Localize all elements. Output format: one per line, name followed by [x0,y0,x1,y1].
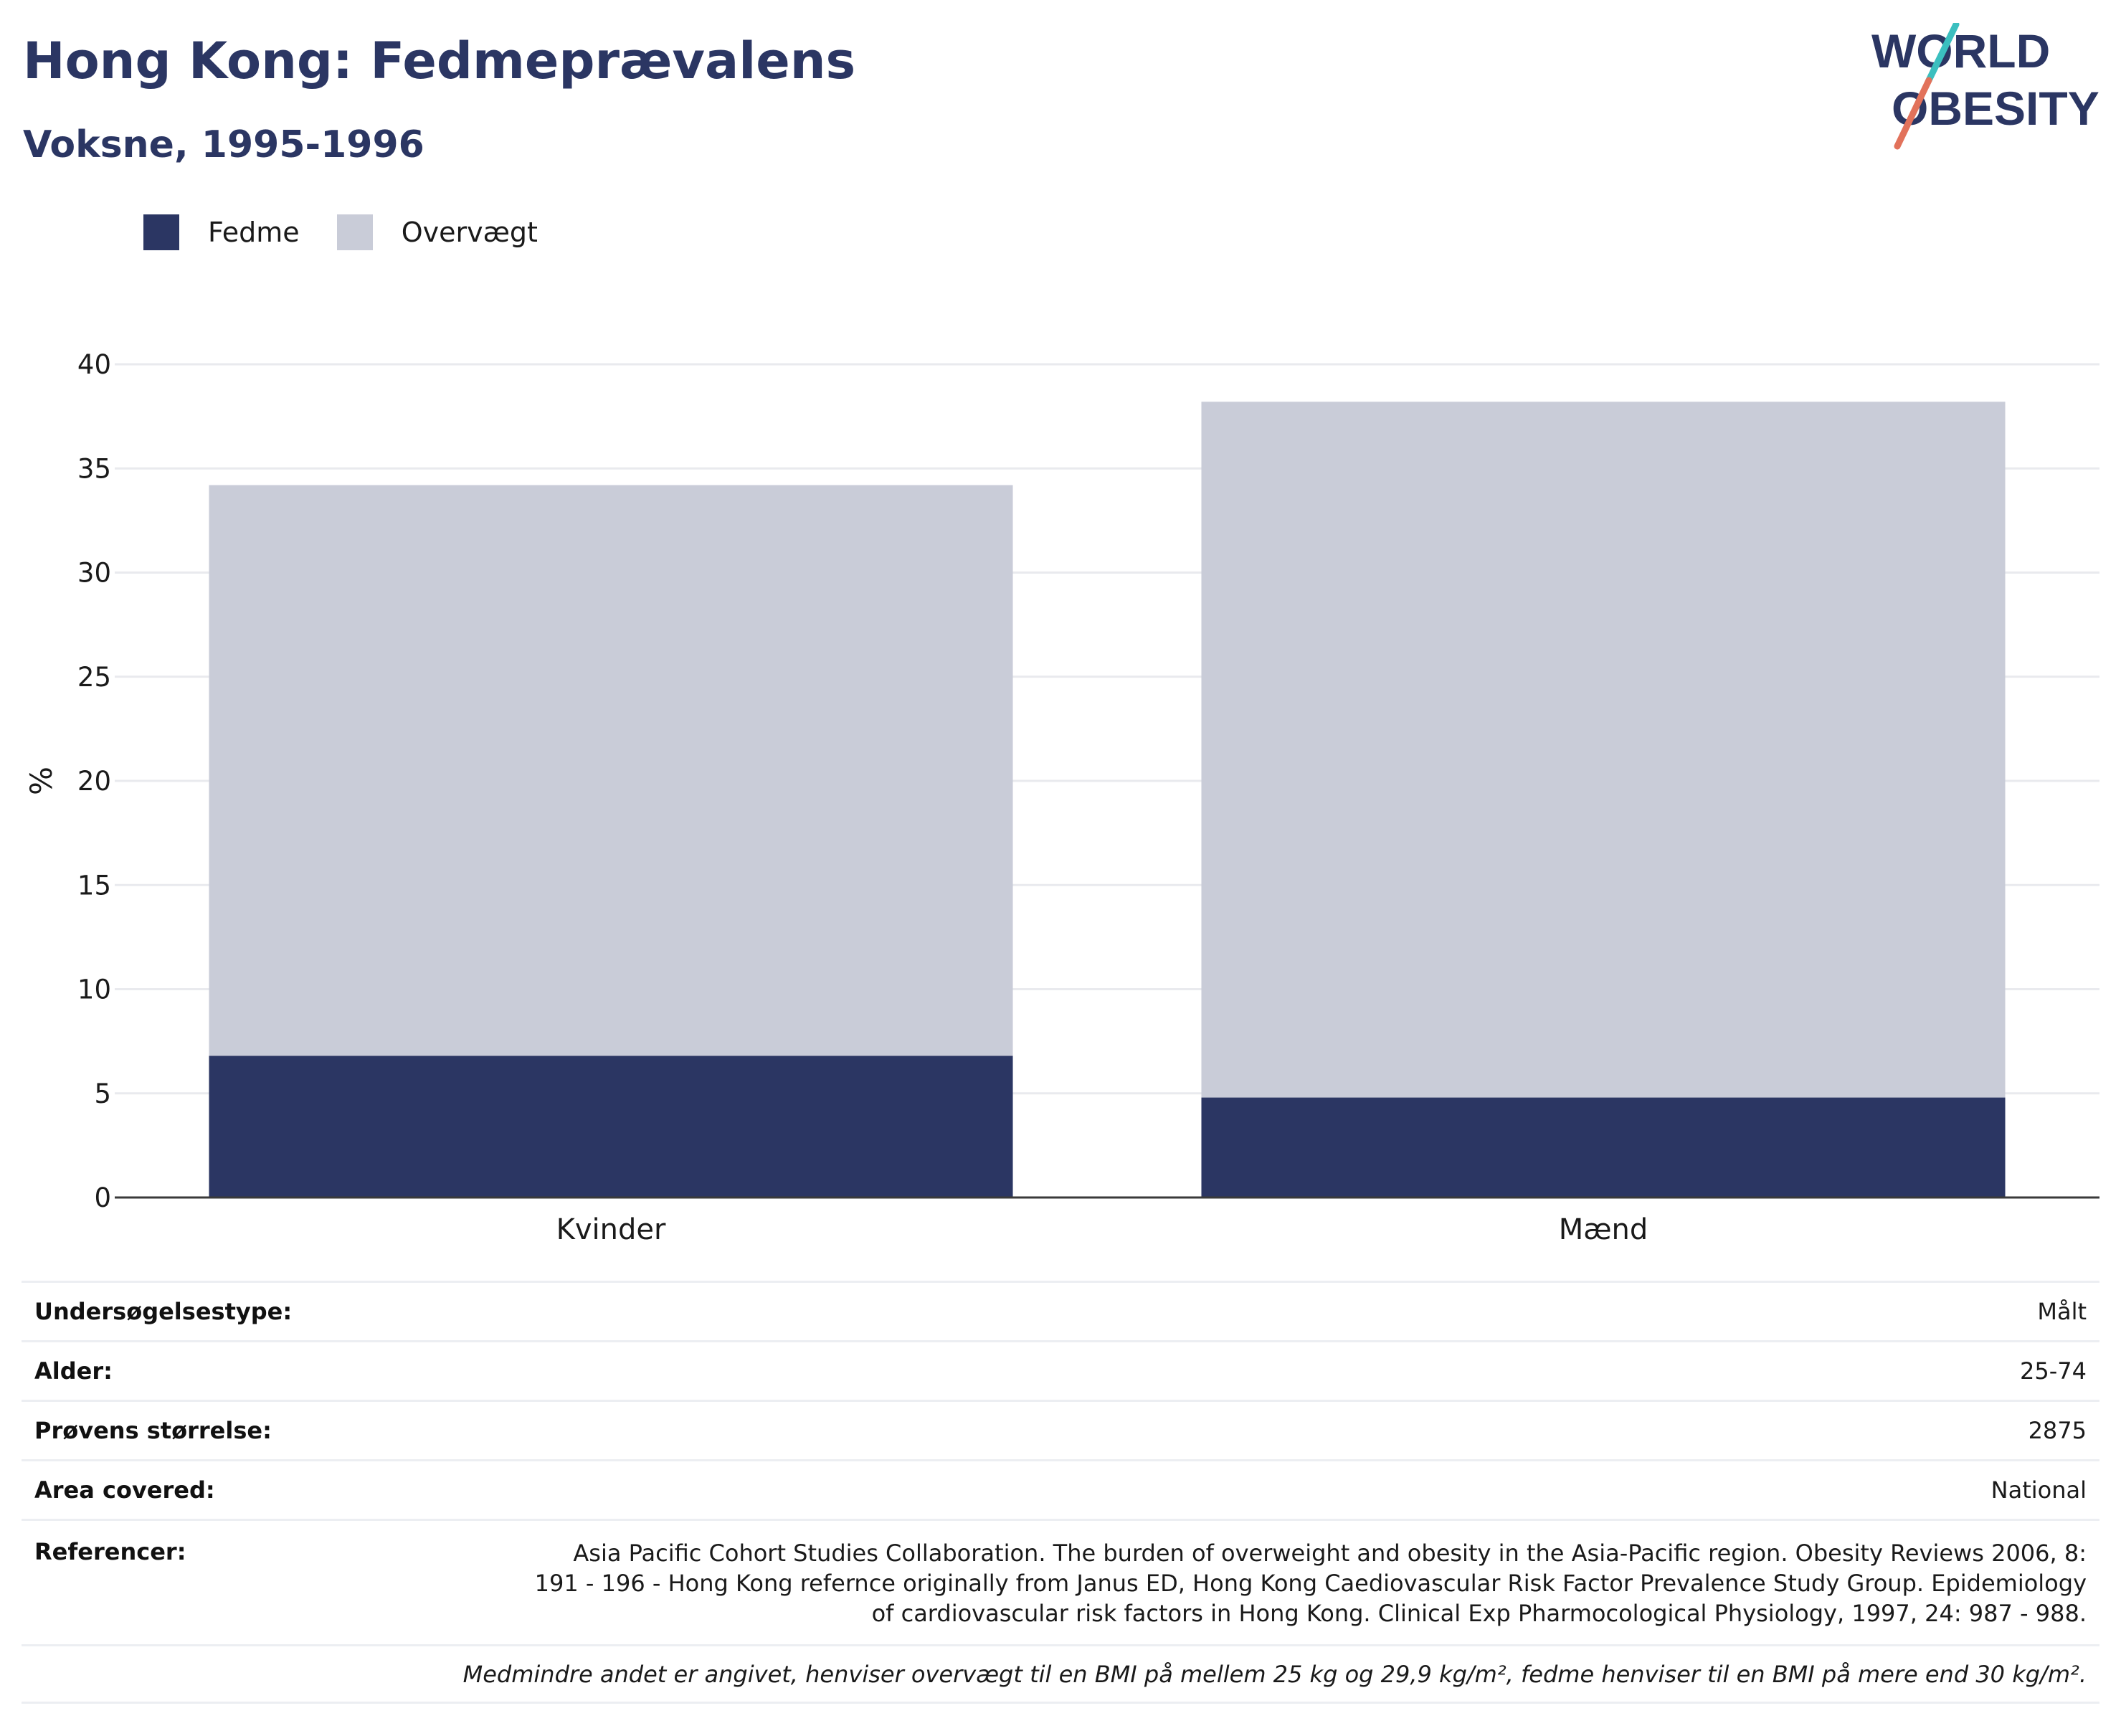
info-row-survey-type: Undersøgelsestype: Målt [22,1281,2099,1340]
y-tick-label: 35 [77,453,111,484]
reference-line: Asia Pacific Cohort Studies Collaboratio… [573,1540,2087,1567]
info-key: Alder: [34,1357,113,1385]
info-value: Målt [2037,1298,2087,1325]
info-value: 25-74 [2020,1357,2087,1385]
svg-text:WORLD: WORLD [1871,24,2050,77]
definition-note-row: Medmindre andet er angivet, henviser ove… [22,1644,2099,1704]
y-tick-label: 30 [77,558,111,589]
info-value: National [1990,1476,2087,1504]
legend-item-overvaegt[interactable]: Overvægt [336,214,538,250]
x-category-label: Mænd [1559,1213,1648,1246]
bar-fedme [209,1056,1013,1197]
reference-line: 191 - 196 - Hong Kong refernce originall… [534,1570,2087,1597]
x-category-label: Kvinder [556,1213,666,1246]
y-tick-label: 5 [94,1078,111,1109]
bar-overvaegt [1201,402,2006,1098]
legend-swatch-fedme [143,214,179,250]
y-tick-label: 15 [77,870,111,901]
y-tick-label: 25 [77,662,111,693]
references-text: Asia Pacific Cohort Studies Collaboratio… [535,1538,2087,1628]
legend-label-overvaegt: Overvægt [401,217,538,248]
info-row-area: Area covered: National [22,1459,2099,1519]
info-row-references: Referencer: Asia Pacific Cohort Studies … [22,1519,2099,1644]
info-key: Prøvens størrelse: [34,1417,272,1444]
bar-chart: 0 5 10 15 20 25 30 35 40 Kvinder Mænd% [24,349,2099,1246]
info-row-sample-size: Prøvens størrelse: 2875 [22,1400,2099,1459]
chart-subtitle: Voksne, 1995-1996 [23,123,424,166]
info-table: Undersøgelsestype: Målt Alder: 25-74 Prø… [22,1281,2099,1704]
legend-item-fedme[interactable]: Fedme [143,214,300,250]
info-key: Referencer: [34,1538,186,1565]
y-tick-label: 0 [94,1182,111,1213]
legend-label-fedme: Fedme [208,217,300,248]
definition-note: Medmindre andet er angivet, henviser ove… [462,1660,2087,1688]
legend: Fedme Overvægt [143,214,575,251]
legend-swatch-overvaegt [336,214,373,250]
y-axis-title: % [24,767,59,795]
bar-fedme [1201,1097,2006,1197]
info-row-age: Alder: 25-74 [22,1340,2099,1400]
world-obesity-logo: WORLD OBESITY [1871,23,2099,150]
y-tick-label: 40 [77,349,111,380]
y-tick-label: 20 [77,766,111,797]
info-value: 2875 [2028,1417,2087,1444]
info-key: Undersøgelsestype: [34,1298,293,1325]
reference-line: of cardiovascular risk factors in Hong K… [871,1600,2087,1627]
bar-overvaegt [209,485,1013,1056]
chart-title: Hong Kong: Fedmeprævalens [23,32,856,90]
info-key: Area covered: [34,1476,215,1504]
y-tick-label: 10 [77,974,111,1005]
